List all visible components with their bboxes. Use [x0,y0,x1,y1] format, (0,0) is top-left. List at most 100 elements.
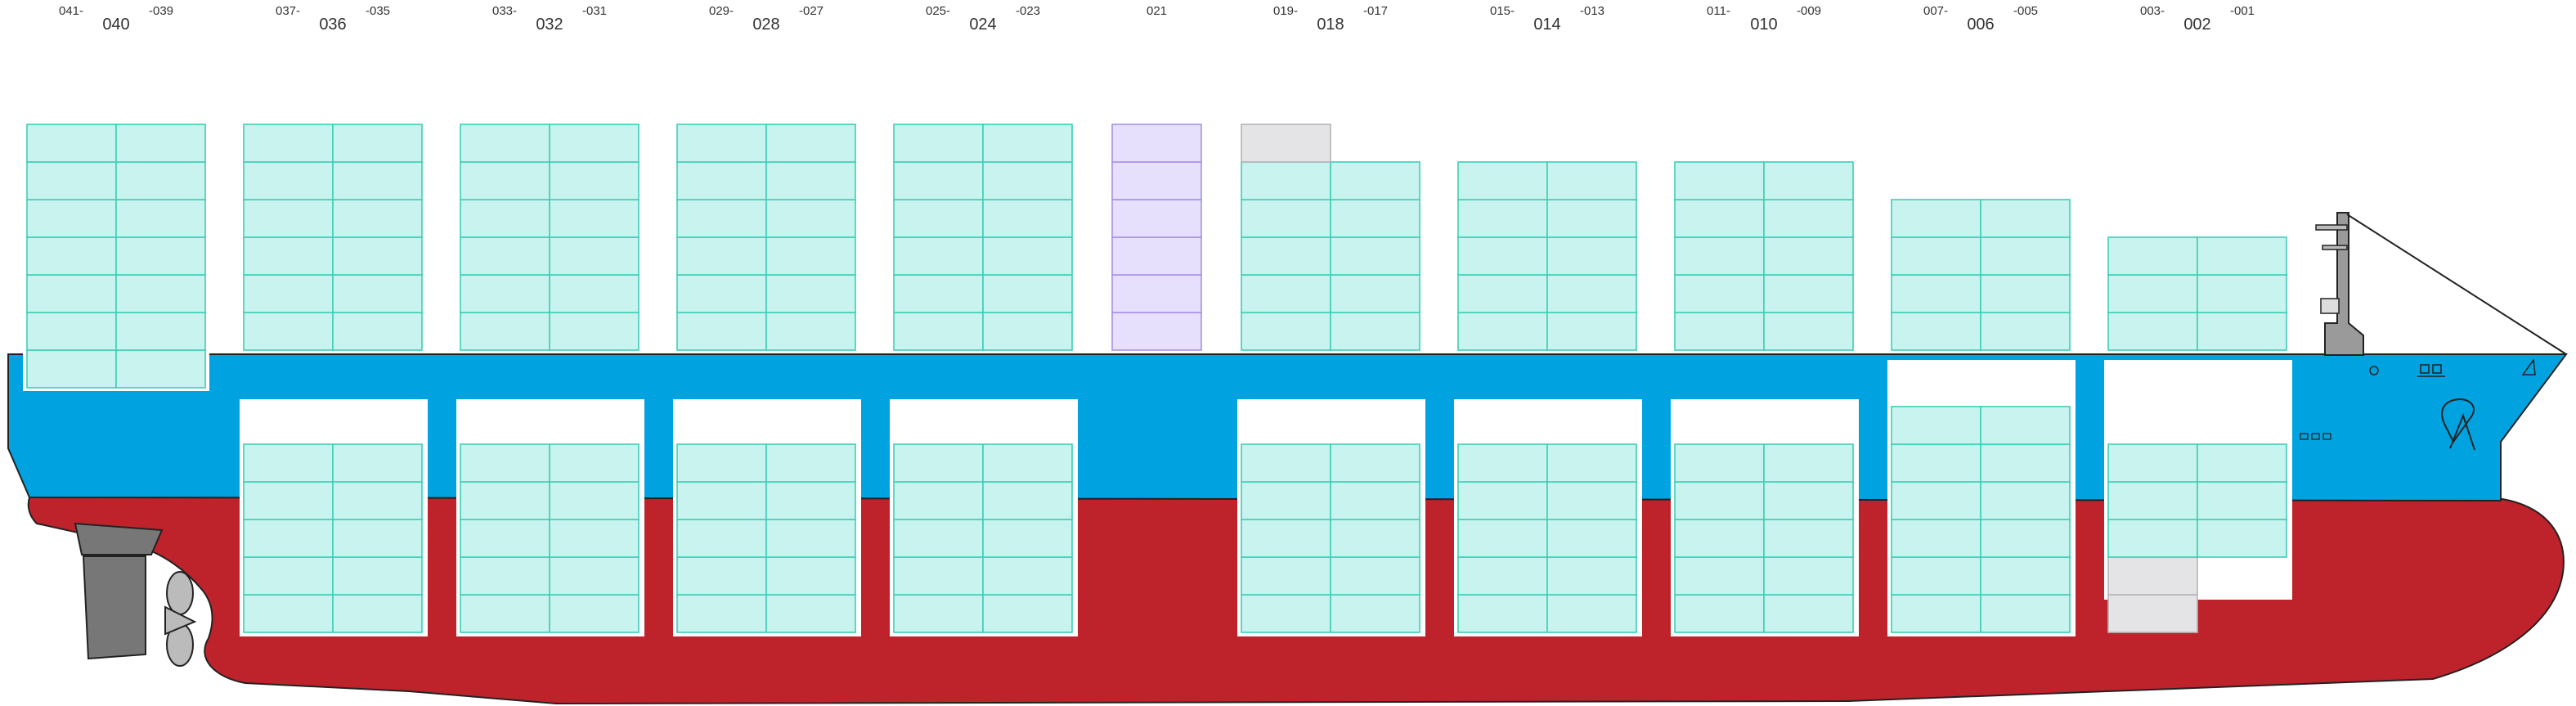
container-slot-loaded[interactable] [1330,556,1420,596]
container-slot-loaded[interactable] [1457,443,1548,483]
container-slot-loaded[interactable] [115,274,206,313]
container-slot-loaded[interactable] [1546,443,1637,483]
container-slot-loaded[interactable] [26,124,117,163]
container-slot-loaded[interactable] [893,594,984,633]
container-slot-loaded[interactable] [549,443,640,483]
container-slot-reserved[interactable] [1111,124,1202,163]
container-slot-loaded[interactable] [1763,312,1854,351]
container-slot-loaded[interactable] [893,481,984,520]
container-slot-loaded[interactable] [1674,161,1765,200]
container-slot-loaded[interactable] [982,274,1073,313]
container-slot-loaded[interactable] [243,594,334,633]
container-slot-loaded[interactable] [1763,161,1854,200]
container-slot-reserved[interactable] [1111,199,1202,238]
container-slot-loaded[interactable] [460,124,550,163]
container-slot-loaded[interactable] [332,274,423,313]
container-slot-loaded[interactable] [1546,312,1637,351]
container-slot-loaded[interactable] [26,274,117,313]
container-slot-loaded[interactable] [460,199,550,238]
container-slot-loaded[interactable] [765,481,856,520]
container-slot-loaded[interactable] [982,199,1073,238]
container-slot-loaded[interactable] [1980,406,2071,445]
container-slot-loaded[interactable] [243,312,334,351]
container-slot-loaded[interactable] [1241,274,1331,313]
container-slot-loaded[interactable] [893,124,984,163]
container-slot-loaded[interactable] [1763,556,1854,596]
container-slot-loaded[interactable] [1457,556,1548,596]
container-slot-loaded[interactable] [1891,312,1981,351]
container-slot-loaded[interactable] [460,443,550,483]
container-slot-loaded[interactable] [243,274,334,313]
container-slot-loaded[interactable] [549,481,640,520]
container-slot-loaded[interactable] [1891,443,1981,483]
container-slot-loaded[interactable] [460,312,550,351]
container-slot-loaded[interactable] [1241,556,1331,596]
container-slot-loaded[interactable] [332,236,423,276]
container-slot-loaded[interactable] [1980,236,2071,276]
container-slot-loaded[interactable] [765,519,856,558]
container-slot-loaded[interactable] [982,236,1073,276]
container-slot-loaded[interactable] [332,124,423,163]
container-slot-loaded[interactable] [549,556,640,596]
container-slot-loaded[interactable] [2197,312,2287,351]
container-slot-loaded[interactable] [1330,481,1420,520]
container-slot-loaded[interactable] [1891,406,1981,445]
container-slot-loaded[interactable] [1330,236,1420,276]
container-slot-loaded[interactable] [765,274,856,313]
container-slot-loaded[interactable] [115,199,206,238]
container-slot-loaded[interactable] [676,312,767,351]
container-slot-loaded[interactable] [1980,594,2071,633]
container-slot-loaded[interactable] [460,236,550,276]
container-slot-loaded[interactable] [549,161,640,200]
container-slot-loaded[interactable] [549,124,640,163]
container-slot-loaded[interactable] [243,443,334,483]
container-slot-loaded[interactable] [1763,274,1854,313]
container-slot-loaded[interactable] [893,274,984,313]
container-slot-loaded[interactable] [1980,312,2071,351]
container-slot-loaded[interactable] [549,236,640,276]
container-slot-loaded[interactable] [460,481,550,520]
container-slot-loaded[interactable] [1457,312,1548,351]
container-slot-loaded[interactable] [893,519,984,558]
container-slot-loaded[interactable] [1891,481,1981,520]
container-slot-loaded[interactable] [676,594,767,633]
container-slot-loaded[interactable] [1241,481,1331,520]
container-slot-loaded[interactable] [243,556,334,596]
container-slot-loaded[interactable] [1330,161,1420,200]
container-slot-loaded[interactable] [982,481,1073,520]
container-slot-loaded[interactable] [1980,519,2071,558]
container-slot-loaded[interactable] [1763,481,1854,520]
container-slot-loaded[interactable] [1546,556,1637,596]
container-slot-loaded[interactable] [1241,236,1331,276]
container-slot-loaded[interactable] [1330,199,1420,238]
container-slot-reserved[interactable] [1111,312,1202,351]
container-slot-loaded[interactable] [765,312,856,351]
container-slot-loaded[interactable] [982,124,1073,163]
container-slot-empty[interactable] [2107,556,2198,596]
container-slot-loaded[interactable] [676,274,767,313]
container-slot-loaded[interactable] [2107,312,2198,351]
container-slot-loaded[interactable] [765,594,856,633]
container-slot-loaded[interactable] [115,236,206,276]
container-slot-loaded[interactable] [1674,236,1765,276]
container-slot-loaded[interactable] [1457,161,1548,200]
container-slot-loaded[interactable] [1546,274,1637,313]
container-slot-loaded[interactable] [2107,481,2198,520]
container-slot-loaded[interactable] [893,161,984,200]
container-slot-loaded[interactable] [893,199,984,238]
container-slot-loaded[interactable] [115,312,206,351]
container-slot-loaded[interactable] [2107,236,2198,276]
container-slot-loaded[interactable] [2197,519,2287,558]
container-slot-loaded[interactable] [676,556,767,596]
container-slot-loaded[interactable] [1980,556,2071,596]
container-slot-loaded[interactable] [676,481,767,520]
container-slot-loaded[interactable] [1763,199,1854,238]
container-slot-loaded[interactable] [676,519,767,558]
container-slot-loaded[interactable] [765,236,856,276]
container-slot-loaded[interactable] [332,556,423,596]
container-slot-loaded[interactable] [1891,274,1981,313]
container-slot-loaded[interactable] [1980,199,2071,238]
container-slot-loaded[interactable] [982,519,1073,558]
container-slot-loaded[interactable] [1891,594,1981,633]
container-slot-loaded[interactable] [676,161,767,200]
